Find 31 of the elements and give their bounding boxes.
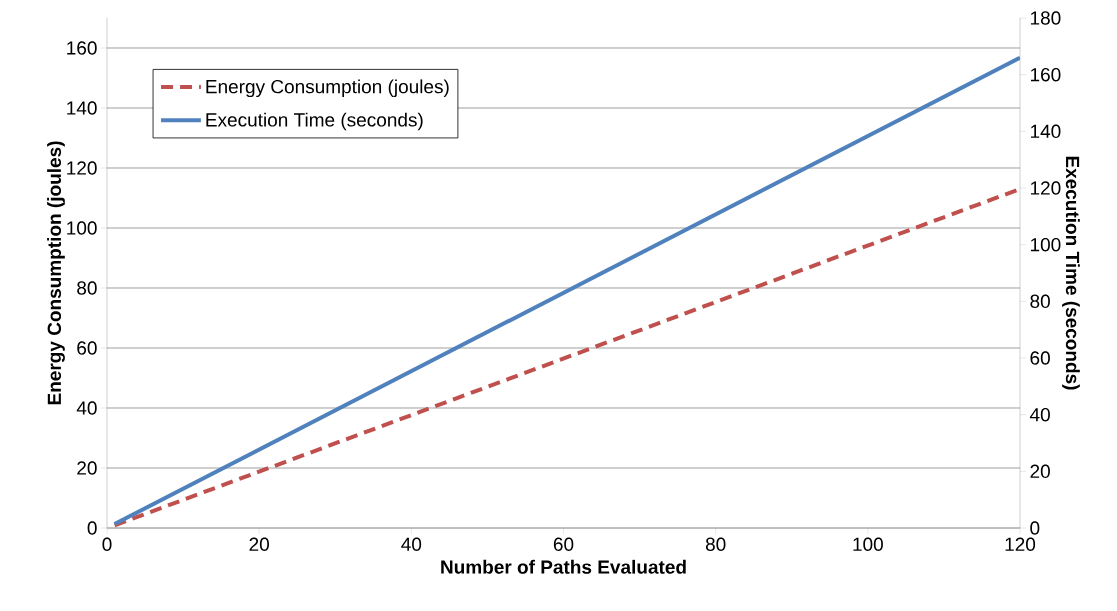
y2-tick-label: 180: [1030, 11, 1061, 25]
y2-tick-label: 20: [1030, 464, 1050, 479]
x-tick-label: 100: [853, 537, 883, 551]
x-tick-label: 40: [401, 537, 422, 551]
y2-tick-label: 100: [1030, 237, 1061, 252]
x-tick-label: 20: [249, 537, 269, 551]
y2-tick-label: 80: [1030, 294, 1050, 309]
y-tick-label: 60: [77, 341, 97, 355]
y-tick-label: 160: [67, 41, 97, 55]
y2-tick-label: 60: [1030, 351, 1050, 365]
x-tick-label: 80: [705, 537, 726, 551]
y-tick-label: 80: [77, 281, 97, 295]
y-axis-title: Energy Consumption (joules): [47, 141, 65, 405]
y2-tick-label: 40: [1029, 407, 1050, 422]
y-tick-label: 0: [87, 521, 97, 535]
x-axis-title: Number of Paths Evaluated: [441, 559, 686, 574]
y-tick-label: 20: [77, 461, 97, 475]
y-tick-label: 120: [67, 161, 97, 175]
x-tick-label: 60: [553, 537, 574, 551]
x-tick-label: 0: [102, 537, 112, 551]
y2-tick-label: 160: [1030, 67, 1061, 82]
y2-tick-label: 140: [1030, 124, 1061, 139]
y-tick-label: 140: [67, 101, 97, 115]
x-tick-label: 120: [1005, 537, 1036, 551]
legend-label: Energy Consumption (joules): [206, 79, 449, 98]
y2-axis-title: Execution Time (seconds): [1062, 156, 1080, 390]
legend-label: Execution Time (seconds): [206, 112, 423, 131]
y-tick-label: 100: [67, 221, 97, 235]
y2-tick-label: 120: [1030, 181, 1061, 195]
y-tick-label: 40: [76, 401, 97, 415]
y2-tick-label: 0: [1030, 521, 1040, 535]
